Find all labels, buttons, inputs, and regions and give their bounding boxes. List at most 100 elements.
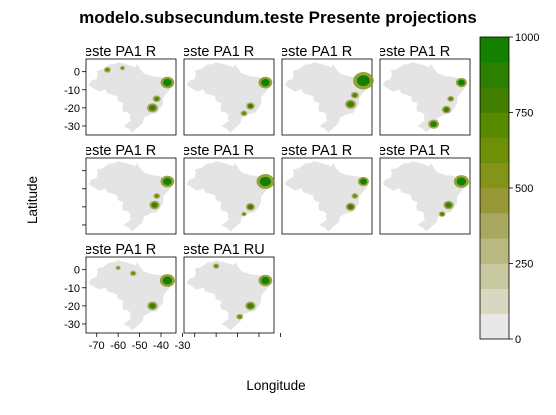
map-panel: este PA1 R (182, 143, 275, 235)
colorbar-segment (480, 213, 509, 239)
suitability-patch (163, 78, 172, 87)
suitability-patch (247, 103, 254, 109)
x-tick-label: -60 (110, 340, 126, 352)
panel-title: este PA1 R (182, 44, 254, 60)
colorbar-segment (480, 238, 509, 264)
suitability-patch (347, 101, 355, 108)
map-panel: este PA1 R (378, 44, 471, 136)
suitability-patch (154, 194, 159, 198)
x-axis-label: Longitude (246, 378, 305, 393)
suitability-patch (163, 177, 172, 186)
map-panel: este PA1 R (84, 44, 177, 136)
map-panel: este PA1 R (378, 143, 471, 235)
brazil-shape (284, 161, 369, 232)
brazil-shape (186, 62, 271, 133)
suitability-patch (360, 178, 367, 185)
suitability-patch (151, 202, 158, 208)
suitability-patch (352, 194, 357, 198)
x-tick-label: -50 (132, 340, 148, 352)
panel-title: este PA1 R (84, 143, 156, 159)
y-axis-label: Latitude (25, 176, 40, 224)
y-tick-label: 0 (74, 265, 80, 277)
colorbar-tick-label: 1000 (515, 32, 539, 44)
y-tick-label: -30 (64, 121, 80, 133)
colorbar-segment (480, 288, 509, 315)
brazil-shape (186, 161, 271, 232)
chart-title: modelo.subsecundum.teste Presente projec… (79, 8, 477, 27)
suitability-patch (120, 66, 125, 70)
suitability-patch (105, 68, 110, 72)
suitability-patch (162, 276, 173, 285)
y-tick-label: -20 (64, 301, 80, 313)
colorbar: 0 250 500 750 1000 (479, 32, 539, 346)
map-panel: este PA1 R (84, 143, 177, 235)
panel-title: este PA1 R (280, 44, 352, 60)
brazil-shape (382, 161, 467, 232)
suitability-patch (347, 204, 354, 210)
suitability-patch (357, 75, 370, 87)
suitability-patch (247, 204, 254, 210)
colorbar-segment (480, 112, 509, 138)
suitability-patch (448, 97, 453, 101)
panel-title: este PA1 RU (182, 242, 265, 258)
brazil-shape (88, 62, 173, 133)
suitability-patch (430, 121, 438, 128)
brazil-shape (186, 260, 271, 331)
suitability-patch (214, 264, 219, 268)
suitability-patch (445, 202, 452, 208)
panel-title: este PA1 R (182, 143, 254, 159)
suitability-patch (116, 266, 120, 270)
suitability-patch (131, 271, 136, 276)
colorbar-segment (480, 37, 509, 63)
suitability-patch (259, 176, 271, 187)
map-panel: este PA1 R (84, 242, 177, 334)
suitability-patch (154, 96, 160, 101)
y-tick-label: -10 (64, 283, 80, 295)
suitability-patch (458, 79, 465, 86)
suitability-patch (237, 314, 242, 319)
colorbar-tick-label: 500 (515, 183, 533, 195)
suitability-patch (456, 177, 467, 186)
y-tick-label: 0 (74, 67, 80, 79)
suitability-patch (149, 104, 156, 111)
y-tick-label: -30 (64, 319, 80, 331)
y-tick-label: -10 (64, 85, 80, 97)
colorbar-segment (480, 137, 509, 164)
suitability-patch (242, 212, 246, 216)
suitability-patch (443, 107, 450, 113)
colorbar-segment (480, 313, 509, 340)
colorbar-segment (480, 188, 509, 214)
colorbar-segment (480, 162, 509, 189)
brazil-shape (88, 161, 173, 232)
panel-grid: este PA1 R este PA1 R este PA1 R este PA1 R… (84, 44, 471, 334)
suitability-patch (261, 78, 270, 87)
x-tick-label: -70 (89, 340, 105, 352)
panel-title: este PA1 R (84, 242, 156, 258)
panel-title: este PA1 R (84, 44, 156, 60)
brazil-shape (382, 62, 467, 133)
colorbar-segment (480, 87, 509, 113)
map-panel: este PA1 RU (182, 242, 275, 334)
suitability-patch (247, 303, 254, 309)
colorbar-segment (480, 263, 509, 289)
x-tick-label: -40 (153, 340, 169, 352)
colorbar-tick-label: 750 (515, 108, 533, 120)
colorbar-tick-label: 250 (515, 259, 533, 271)
map-panel: este PA1 R (280, 44, 374, 136)
panel-title: este PA1 R (378, 143, 450, 159)
map-panel: este PA1 R (280, 143, 373, 235)
suitability-patch (241, 111, 247, 116)
colorbar-segment (480, 62, 509, 88)
suitability-patch (261, 276, 270, 285)
panel-title: este PA1 R (378, 44, 450, 60)
suitability-patch (352, 93, 358, 98)
x-tick-label: -30 (174, 340, 190, 352)
y-tick-label: -20 (64, 103, 80, 115)
map-panel: este PA1 R (182, 44, 275, 136)
panel-title: este PA1 R (280, 143, 352, 159)
brazil-shape (284, 62, 369, 133)
suitability-patch (149, 303, 156, 309)
suitability-patch (440, 212, 445, 216)
brazil-shape (88, 260, 173, 331)
